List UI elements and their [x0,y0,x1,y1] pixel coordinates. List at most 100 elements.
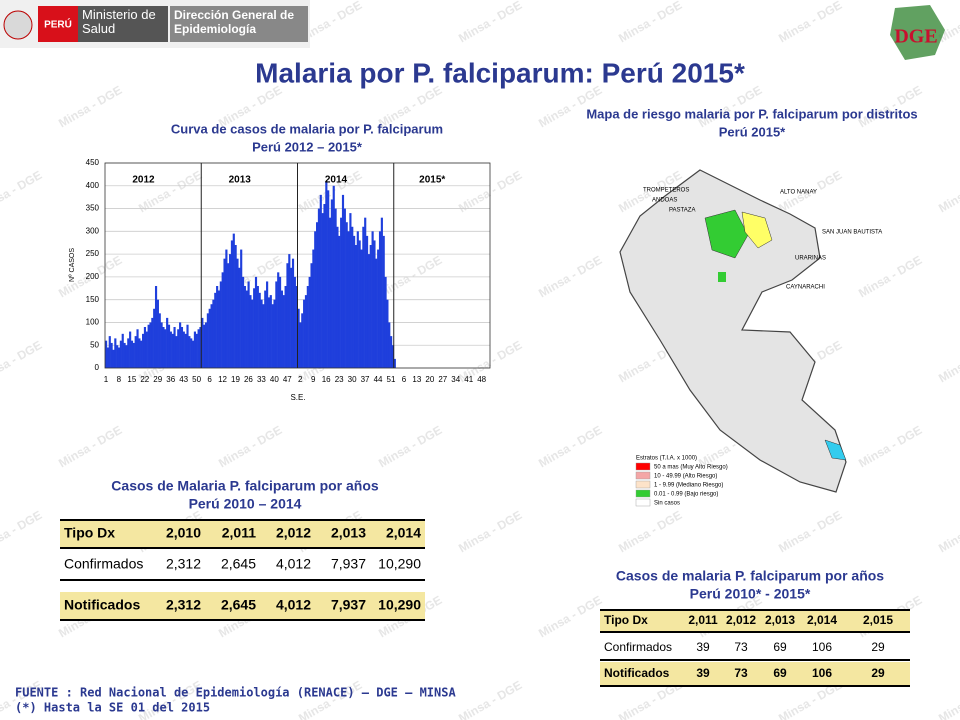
bar [106,347,110,368]
bar [323,204,326,368]
x-tick-label: 34 [451,375,460,384]
bar [145,331,148,368]
x-tick-label: 20 [425,375,434,384]
bar [160,322,163,368]
bar [373,240,376,368]
office: Dirección General de Epidemiología [174,8,295,36]
bar [177,329,180,368]
table-cell: 2,011 [688,613,718,627]
period-label: 2013 [229,175,252,186]
bar [142,333,145,368]
table-cell: 2,014 [807,613,837,627]
bar [301,313,304,368]
x-tick-label: 37 [361,375,370,384]
bar [377,249,380,368]
y-tick-label: 450 [86,158,100,167]
watermark: Minsa - DGE [456,0,524,45]
y-tick-label: 0 [95,363,100,372]
footer-source: FUENTE : Red Nacional de Epidemiología (… [15,686,456,700]
bar [249,295,252,368]
bar [238,267,241,368]
ministry: Ministerio de Salud [82,8,156,36]
bar [241,276,245,368]
green-area [704,209,749,259]
bar [365,235,369,368]
table-cell: 69 [773,640,787,654]
watermark: Minsa - DGE [936,508,960,555]
watermark: Minsa - DGE [456,508,524,555]
ministry-box [78,6,168,42]
bar [108,336,111,368]
bar [388,322,391,368]
bar [277,272,280,368]
bar [271,304,274,368]
x-tick-label: 48 [477,375,486,384]
table-title: Casos de Malaria P. falciparum por años [111,478,379,494]
x-tick-label: 33 [257,375,266,384]
table-cell: 29 [871,640,885,654]
bar [219,281,222,368]
bar [156,299,159,368]
bar [253,288,256,368]
watermark: Minsa - DGE [0,168,44,215]
x-tick-label: 13 [412,375,421,384]
bar [240,249,243,368]
bar [316,222,319,368]
bar [153,308,156,368]
bar [354,245,358,368]
bar [236,258,239,368]
bar [203,324,206,368]
bar [299,322,302,368]
bar [349,213,352,368]
bar [308,276,311,368]
green-spot [718,272,726,282]
x-axis-label: S.E. [290,393,305,402]
dge-logo: DGE [894,26,937,48]
bar [121,333,124,368]
table-1: Casos de Malaria P. falciparum por años P… [60,478,425,621]
bar [297,308,300,368]
bar [390,336,393,368]
legend-label: 0.01 - 0.99 (Bajo riesgo) [654,492,718,498]
table-cell: Confirmados [604,640,672,654]
watermark: Minsa - DGE [56,423,124,470]
row-highlight [600,662,910,686]
table-cell: Notificados [64,597,140,613]
table-cell: Tipo Dx [604,613,648,627]
x-tick-label: 26 [244,375,253,384]
bar [288,254,291,368]
map-title: Perú 2015* [719,124,786,139]
map-place: ALTO NANAY [780,190,817,196]
table-cell: 2,312 [166,597,201,613]
bar [210,304,213,368]
table-cell: Notificados [604,666,670,680]
bar [169,331,172,368]
bar [382,235,385,368]
ministry-fo: Ministerio de Salud [82,8,156,36]
bar [119,340,122,368]
table-cell: 2,010 [166,525,201,541]
bar [351,226,354,368]
bar [229,254,232,368]
y-axis-label: Nº CASOS [69,248,76,282]
bar [138,338,141,368]
y-tick-label: 350 [86,204,100,213]
bar [295,286,298,368]
bar [319,194,322,368]
bar [143,327,147,368]
map-place: TROMPETEROS [643,188,689,194]
x-tick-label: 22 [140,375,149,384]
watermark: Minsa - DGE [456,678,524,720]
legend-label: 10 - 49.99 (Alto Riesgo) [654,474,717,480]
period-label: 2015* [419,175,445,186]
bar [254,276,258,368]
bar [314,231,317,368]
bar [245,290,248,368]
bar [306,286,309,368]
bar [284,286,287,368]
bar [369,245,372,368]
footer-note: (*) Hasta la SE 01 del 2015 [15,701,210,715]
bar [191,340,195,368]
bar [286,263,289,368]
